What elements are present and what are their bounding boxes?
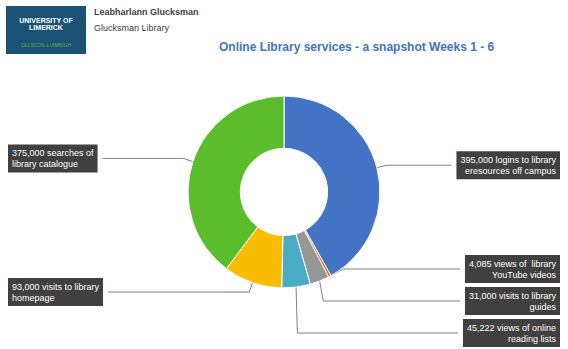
svg-text:YouTube videos: YouTube videos [492,270,556,280]
svg-text:reading lists: reading lists [508,334,557,344]
svg-text:Online Library services - a sn: Online Library services - a snapshot Wee… [219,40,495,54]
svg-text:45,222 views of online: 45,222 views of online [467,323,556,333]
svg-text:4,085 views of library: 4,085 views of library [469,259,557,269]
svg-text:375,000 searches of: 375,000 searches of [12,148,94,158]
svg-text:LIMERICK: LIMERICK [29,24,63,31]
svg-text:eresources off campus: eresources off campus [465,166,556,176]
svg-text:Leabharlann Glucksman: Leabharlann Glucksman [94,7,199,17]
svg-text:OLLSCOIL LUIMNIGH: OLLSCOIL LUIMNIGH [21,42,71,48]
svg-text:UNIVERSITY OF: UNIVERSITY OF [19,17,73,24]
svg-text:library catalogue: library catalogue [12,159,78,169]
svg-text:93,000 visits to library: 93,000 visits to library [12,282,100,292]
svg-text:395,000 logins to library: 395,000 logins to library [460,155,556,165]
svg-text:guides: guides [529,302,556,312]
svg-text:Glucksman Library: Glucksman Library [94,23,170,33]
svg-text:31,000 visits to library: 31,000 visits to library [469,291,557,301]
svg-text:homepage: homepage [12,293,55,303]
